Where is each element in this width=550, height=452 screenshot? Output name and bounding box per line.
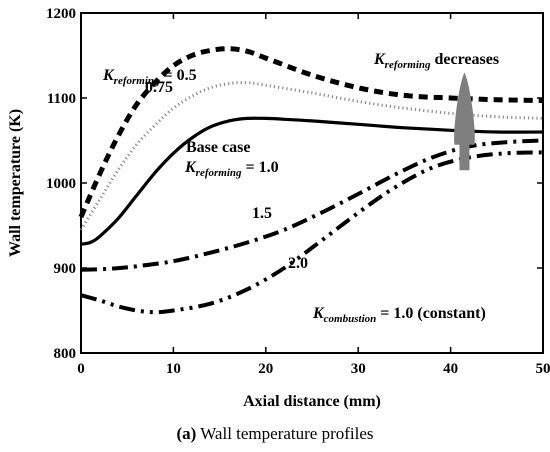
y-tick-label: 800 (54, 346, 77, 362)
label-k-1-0-value: = 1.0 (242, 159, 279, 176)
label-k-0-5-k: K (102, 67, 115, 84)
label-k-decreases: Kreforming decreases (373, 51, 499, 71)
x-tick-label: 40 (443, 361, 458, 377)
series-line-5 (80, 150, 544, 315)
label-k-decreases-text: decreases (431, 51, 500, 68)
wall-temperature-chart: 0 10 20 30 40 50 800 900 1000 1100 1200 Axial dist… (7, 6, 550, 410)
caption-text: Wall temperature profiles (196, 424, 374, 443)
series-line-4 (80, 138, 544, 272)
series-line-3 (80, 116, 544, 246)
label-k-1-0: Kreforming = 1.0 (184, 159, 279, 179)
label-k-0-75: 0.75 (145, 79, 173, 96)
label-k-combustion-text: = 1.0 (constant) (376, 305, 486, 322)
label-k-combustion: Kcombustion = 1.0 (constant) (312, 305, 486, 325)
y-tick-label: 1000 (46, 176, 76, 192)
label-k-2-0: 2.0 (288, 255, 308, 272)
y-tick-label: 900 (54, 261, 77, 277)
label-k-decreases-sub: reforming (385, 59, 431, 71)
label-k-decreases-k: K (373, 51, 386, 68)
x-tick-label: 20 (258, 361, 273, 377)
label-base-case: Base case (186, 139, 250, 156)
arrow-head (454, 72, 475, 145)
x-tick-label: 10 (166, 361, 181, 377)
axis-ticks: 0 10 20 30 40 50 800 900 1000 1100 1200 (46, 6, 550, 377)
x-tick-label: 30 (351, 361, 366, 377)
label-k-0-5-sub: reforming (114, 75, 160, 87)
caption-label: (a) (176, 424, 197, 443)
decrease-arrow (454, 72, 475, 171)
label-k-0-5: Kreforming = 0.5 (102, 67, 197, 87)
y-axis-title: Wall temperature (K) (7, 109, 24, 257)
figure-caption: (a) Wall temperature profiles (0, 424, 550, 444)
label-k-combustion-k: K (312, 305, 325, 322)
label-k-combustion-sub: combustion (324, 313, 377, 325)
arrow-shaft (459, 142, 470, 171)
x-tick-label: 50 (536, 361, 550, 377)
y-tick-label: 1100 (47, 91, 76, 107)
x-axis-title: Axial distance (mm) (243, 393, 381, 410)
label-k-1-5: 1.5 (252, 205, 272, 222)
label-k-0-5-value: = 0.5 (160, 67, 197, 84)
series-line-2 (79, 81, 544, 231)
label-k-1-0-sub: reforming (196, 167, 242, 179)
x-tick-label: 0 (77, 361, 85, 377)
label-k-1-0-k: K (184, 159, 197, 176)
y-tick-label: 1200 (46, 6, 76, 22)
